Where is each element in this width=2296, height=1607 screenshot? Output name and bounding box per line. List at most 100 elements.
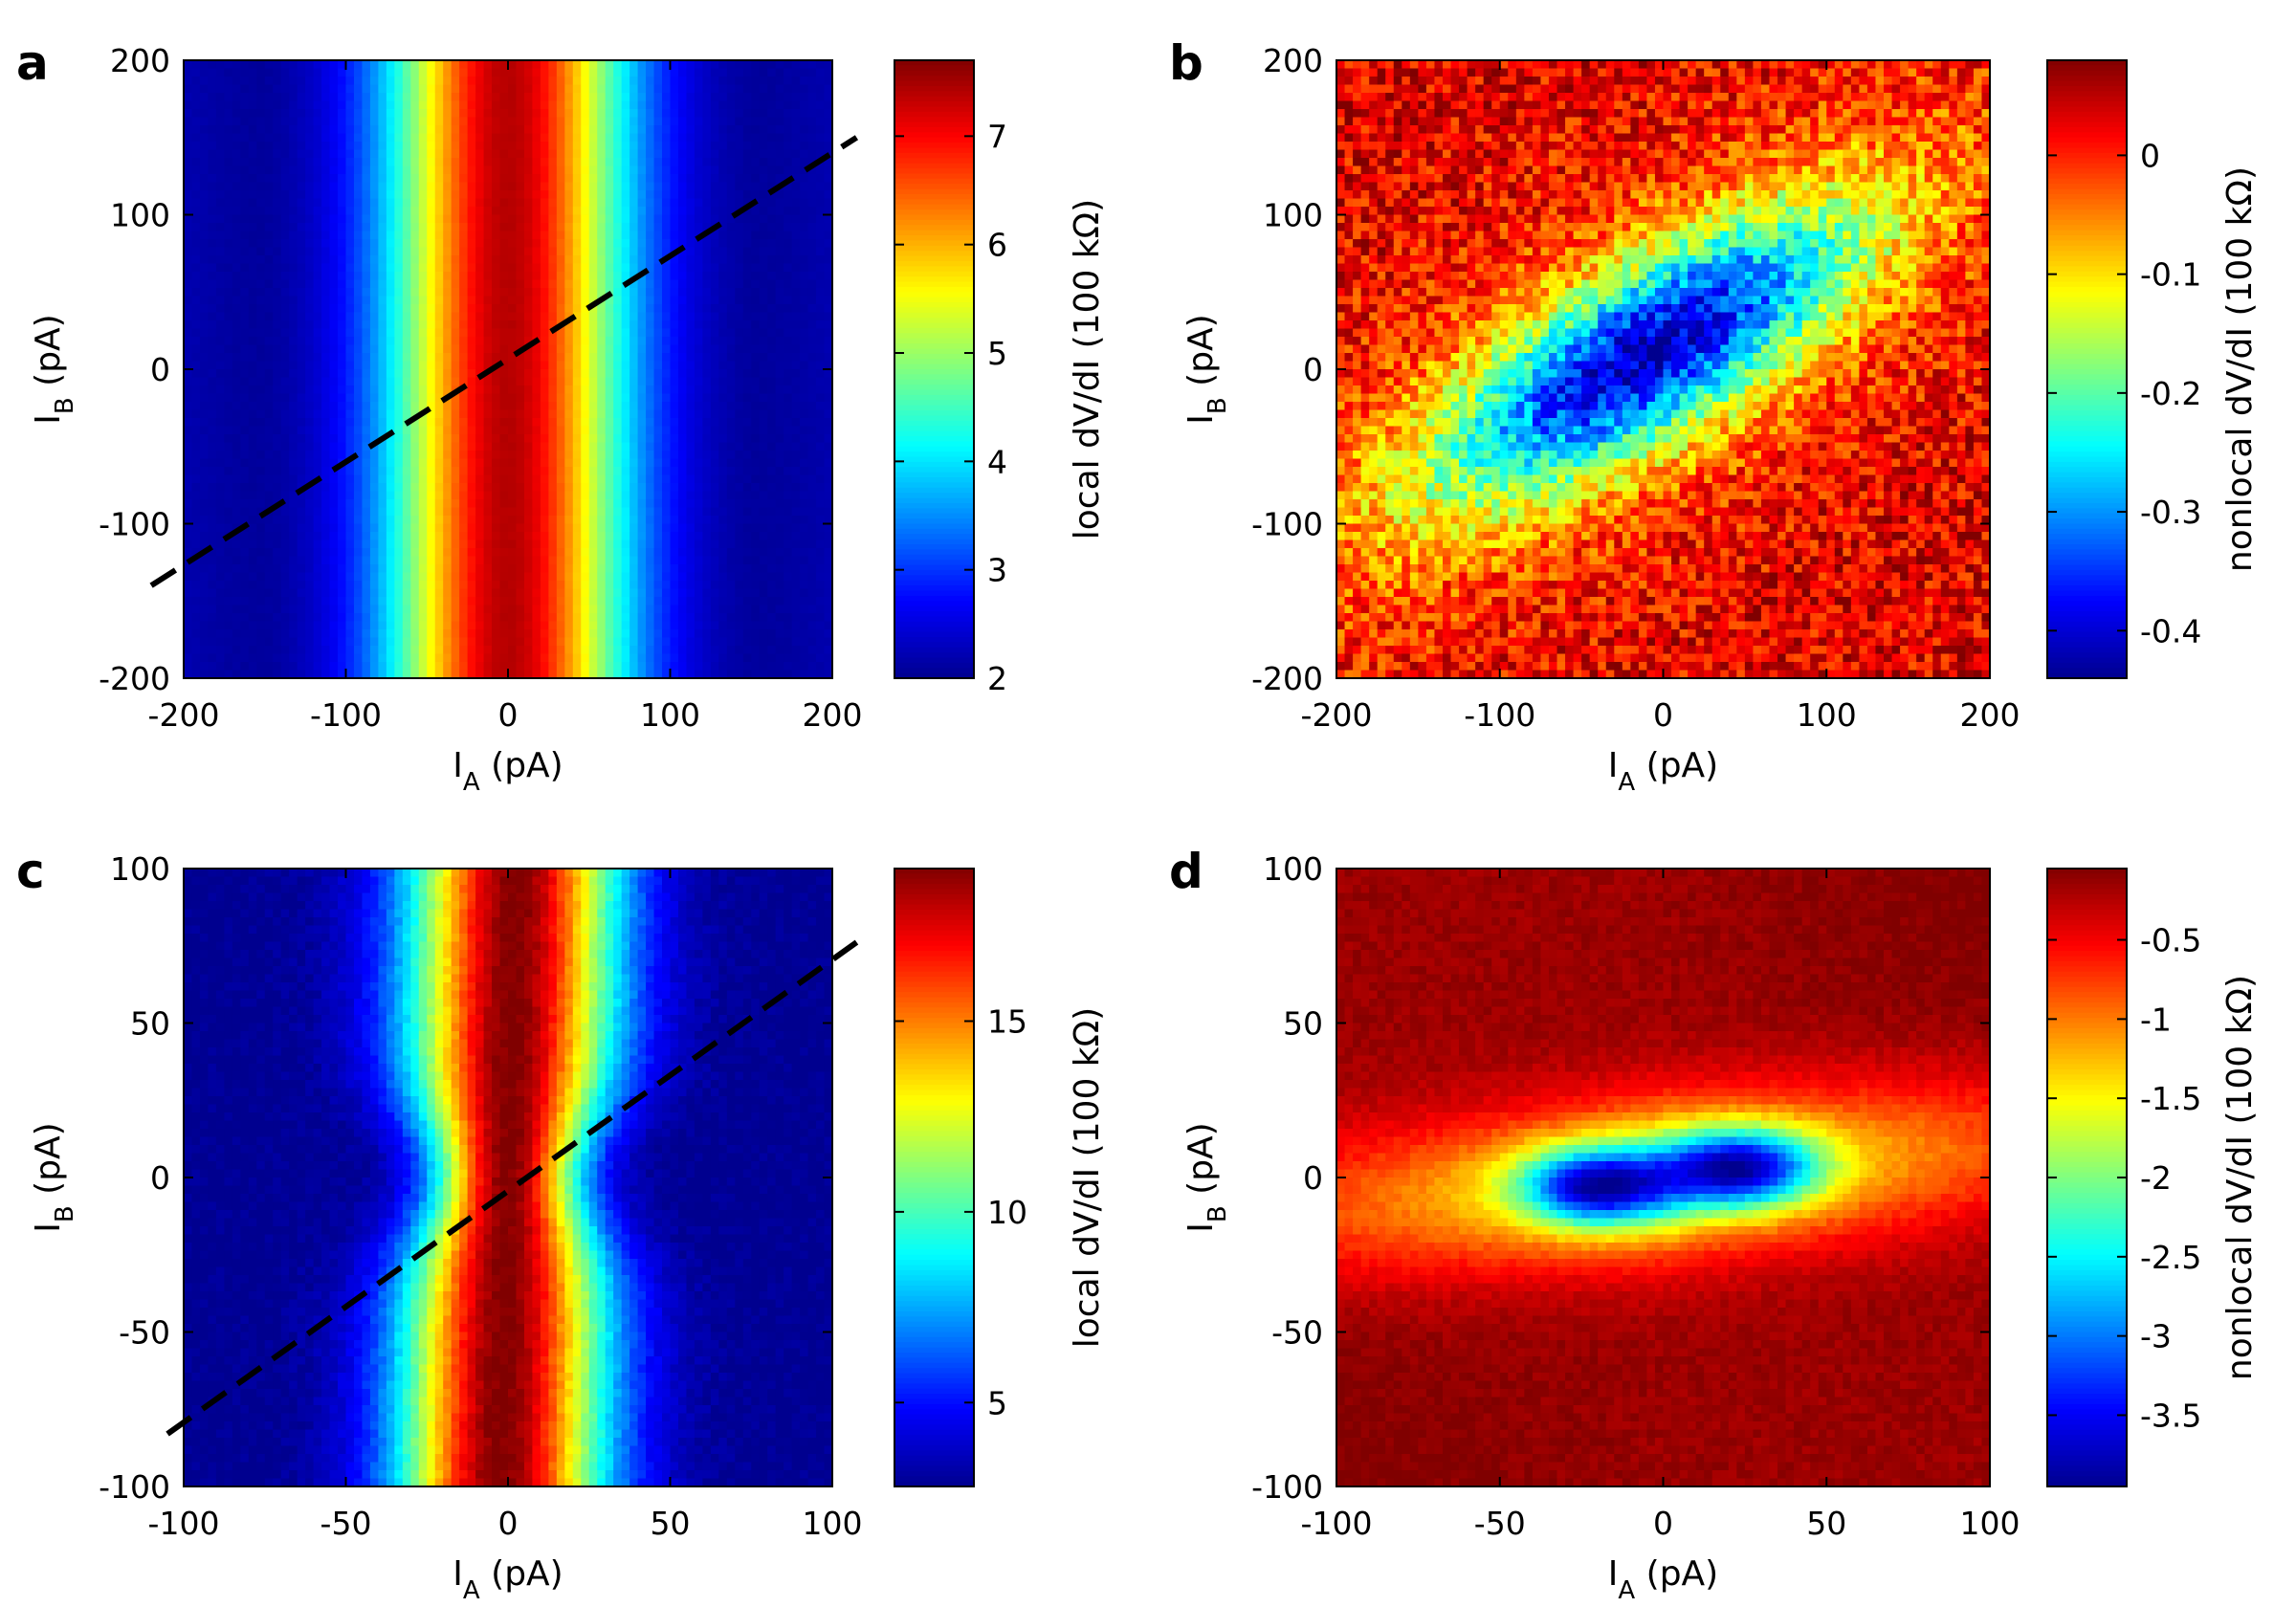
heatmap-cell bbox=[435, 158, 444, 166]
heatmap-cell bbox=[256, 93, 265, 101]
heatmap-cell bbox=[548, 190, 557, 199]
heatmap-cell bbox=[289, 85, 298, 94]
heatmap-cell bbox=[484, 109, 493, 118]
heatmap-cell bbox=[686, 134, 695, 143]
heatmap-cell bbox=[289, 93, 298, 101]
heatmap-cell bbox=[475, 142, 484, 150]
heatmap-cell bbox=[508, 125, 517, 134]
heatmap-cell bbox=[816, 85, 825, 94]
heatmap-cell bbox=[224, 142, 232, 150]
heatmap-cell bbox=[265, 174, 274, 183]
heatmap-cell bbox=[767, 207, 776, 215]
heatmap-cell bbox=[265, 158, 274, 166]
heatmap-cell bbox=[516, 174, 524, 183]
heatmap-cell bbox=[427, 166, 435, 175]
heatmap-cell bbox=[662, 142, 671, 150]
heatmap-cell bbox=[646, 174, 654, 183]
heatmap-cell bbox=[808, 93, 817, 101]
heatmap-cell bbox=[629, 158, 638, 166]
heatmap-cell bbox=[557, 207, 565, 215]
heatmap-cell bbox=[443, 60, 452, 69]
heatmap-cell bbox=[622, 150, 630, 159]
heatmap-cell bbox=[443, 166, 452, 175]
heatmap-cell bbox=[629, 215, 638, 224]
heatmap-cell bbox=[541, 199, 549, 208]
heatmap-cell bbox=[265, 231, 274, 240]
heatmap-cell bbox=[662, 134, 671, 143]
heatmap-cell bbox=[265, 150, 274, 159]
heatmap-cell bbox=[671, 77, 679, 85]
heatmap-cell bbox=[751, 77, 760, 85]
heatmap-cell bbox=[378, 199, 386, 208]
heatmap-cell bbox=[330, 174, 339, 183]
heatmap-cell bbox=[500, 118, 509, 126]
heatmap-cell bbox=[200, 190, 209, 199]
heatmap-cell bbox=[500, 166, 509, 175]
heatmap-cell bbox=[695, 215, 703, 224]
heatmap-cell bbox=[638, 134, 647, 143]
heatmap-cell bbox=[654, 118, 663, 126]
heatmap-cell bbox=[403, 77, 411, 85]
heatmap-cell bbox=[808, 142, 817, 150]
heatmap-cell bbox=[354, 93, 363, 101]
heatmap-cell bbox=[273, 85, 281, 94]
heatmap-cell bbox=[686, 109, 695, 118]
heatmap-cell bbox=[524, 125, 533, 134]
heatmap-cell bbox=[184, 150, 192, 159]
heatmap-cell bbox=[532, 174, 541, 183]
heatmap-cell bbox=[184, 134, 192, 143]
heatmap-cell bbox=[354, 85, 363, 94]
heatmap-cell bbox=[735, 158, 743, 166]
heatmap-cell bbox=[792, 207, 801, 215]
heatmap-cell bbox=[265, 166, 274, 175]
heatmap-cell bbox=[459, 101, 468, 110]
heatmap-cell bbox=[410, 109, 419, 118]
heatmap-cell bbox=[492, 109, 500, 118]
heatmap-cell bbox=[792, 134, 801, 143]
heatmap-cell bbox=[606, 166, 614, 175]
heatmap-cell bbox=[484, 85, 493, 94]
heatmap-cell bbox=[289, 223, 298, 231]
heatmap-cell bbox=[581, 118, 589, 126]
heatmap-cell bbox=[452, 158, 460, 166]
heatmap-cell bbox=[273, 166, 281, 175]
heatmap-cell bbox=[281, 77, 290, 85]
heatmap-cell bbox=[427, 207, 435, 215]
heatmap-cell bbox=[240, 199, 249, 208]
heatmap-cell bbox=[362, 60, 370, 69]
heatmap-cell bbox=[459, 77, 468, 85]
heatmap-cell bbox=[564, 207, 573, 215]
heatmap-cell bbox=[289, 134, 298, 143]
heatmap-cell bbox=[516, 101, 524, 110]
heatmap-cell bbox=[727, 93, 736, 101]
heatmap-cell bbox=[557, 60, 565, 69]
heatmap-cell bbox=[346, 60, 355, 69]
heatmap-cell bbox=[622, 142, 630, 150]
heatmap-cell bbox=[776, 215, 784, 224]
heatmap-cell bbox=[452, 60, 460, 69]
heatmap-cell bbox=[281, 174, 290, 183]
heatmap-cell bbox=[370, 93, 379, 101]
heatmap-cell bbox=[330, 150, 339, 159]
heatmap-cell bbox=[500, 142, 509, 150]
heatmap-cell bbox=[459, 158, 468, 166]
heatmap-cell bbox=[443, 183, 452, 191]
heatmap-cell bbox=[589, 85, 598, 94]
heatmap-cell bbox=[751, 101, 760, 110]
heatmap-cell bbox=[484, 183, 493, 191]
heatmap-cell bbox=[321, 69, 330, 77]
heatmap-cell bbox=[314, 207, 322, 215]
heatmap-cell bbox=[629, 174, 638, 183]
heatmap-cell bbox=[735, 174, 743, 183]
heatmap-cell bbox=[792, 190, 801, 199]
heatmap-cell bbox=[532, 215, 541, 224]
heatmap-cell bbox=[330, 109, 339, 118]
heatmap-cell bbox=[338, 93, 346, 101]
heatmap-cell bbox=[281, 150, 290, 159]
heatmap-cell bbox=[346, 109, 355, 118]
heatmap-cell bbox=[452, 69, 460, 77]
heatmap-cell bbox=[638, 77, 647, 85]
heatmap-cell bbox=[508, 93, 517, 101]
heatmap-cell bbox=[816, 60, 825, 69]
heatmap-cell bbox=[711, 207, 719, 215]
